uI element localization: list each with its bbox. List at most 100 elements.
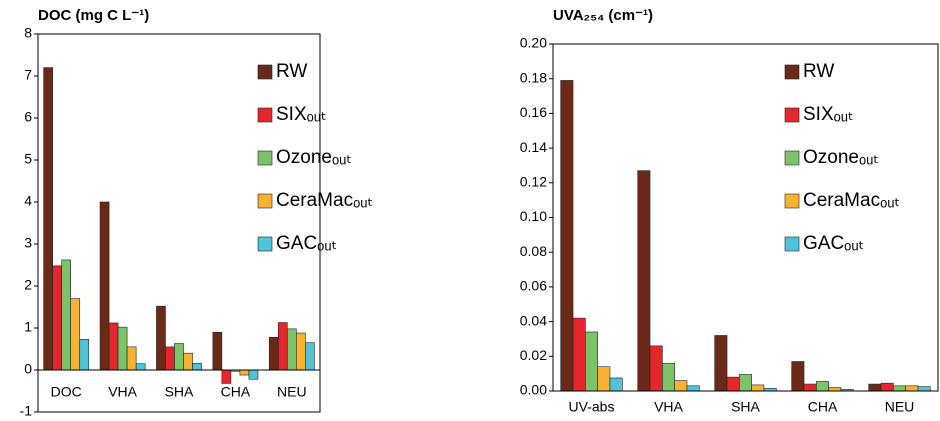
y-tick-label: 3 <box>24 235 32 251</box>
y-tick-label: 0.18 <box>520 69 547 85</box>
bar <box>686 385 700 392</box>
y-tick-label: 1 <box>24 319 32 335</box>
bar <box>714 335 728 392</box>
y-tick-label: 2 <box>24 277 32 293</box>
y-tick-label: 0.06 <box>520 278 547 294</box>
bar <box>905 385 919 392</box>
bar <box>560 80 574 392</box>
bar <box>174 343 184 371</box>
bar <box>52 265 62 371</box>
y-tick-label: 0.12 <box>520 174 547 190</box>
bar <box>239 369 250 376</box>
legend-label: SIXₒᵤₜ <box>276 104 327 125</box>
x-tick-label: NEU <box>277 384 307 400</box>
legend-swatch <box>257 107 273 123</box>
y-tick-label: 0 <box>24 361 32 377</box>
legend-label: GACₒᵤₜ <box>803 233 864 254</box>
bar <box>286 328 297 371</box>
bar <box>156 305 166 371</box>
x-tick-label: CHA <box>808 399 838 415</box>
y-tick-label: -1 <box>20 403 33 419</box>
y-tick-label: 0.00 <box>520 382 547 398</box>
bar <box>572 317 586 392</box>
bar <box>726 376 740 392</box>
bar <box>61 259 72 371</box>
bar <box>296 332 306 371</box>
bar <box>70 298 81 371</box>
bar <box>165 346 175 371</box>
bar <box>791 361 805 392</box>
y-tick-label: 7 <box>24 67 32 83</box>
bar <box>212 331 223 371</box>
bar <box>79 339 90 371</box>
bar <box>674 380 688 392</box>
plot-frame <box>552 43 939 392</box>
bar <box>135 363 146 371</box>
legend-swatch <box>784 64 800 80</box>
x-tick-label: VHA <box>108 384 137 400</box>
bar <box>739 374 752 392</box>
bar <box>828 387 842 392</box>
bar <box>880 382 894 392</box>
bar <box>816 381 829 392</box>
legend-label: CeraMacₒᵤₜ <box>276 190 373 211</box>
bar <box>43 67 53 371</box>
x-tick-label: VHA <box>654 399 683 415</box>
legend-label: Ozoneₒᵤₜ <box>803 147 879 168</box>
legend-swatch <box>257 150 273 166</box>
bar <box>305 342 315 371</box>
bar <box>192 362 202 371</box>
bar <box>803 383 817 392</box>
x-tick-label: NEU <box>885 399 915 415</box>
y-tick-label: 6 <box>24 109 32 125</box>
x-tick-label: UV-abs <box>569 399 615 415</box>
legend-label: RW <box>276 61 307 82</box>
x-tick-label: CHA <box>221 384 251 400</box>
x-tick-label: DOC <box>51 384 82 400</box>
legend-swatch <box>784 193 800 209</box>
y-tick-label: 4 <box>24 193 32 209</box>
legend-swatch <box>257 236 273 252</box>
bar <box>248 369 259 380</box>
chart-title: UVA₂₅₄ (cm⁻¹) <box>553 7 653 24</box>
chart-title: DOC (mg C L⁻¹) <box>38 7 149 24</box>
y-tick-label: 0.08 <box>520 243 547 259</box>
bar <box>662 362 675 392</box>
bar <box>183 352 193 371</box>
bar <box>597 366 611 392</box>
y-tick-label: 0.02 <box>520 347 547 363</box>
x-tick-label: SHA <box>731 399 760 415</box>
bar <box>609 377 623 392</box>
plot-frame <box>37 33 321 413</box>
legend-swatch <box>784 236 800 252</box>
bar <box>277 322 288 371</box>
legend-label: SIXₒᵤₜ <box>803 104 854 125</box>
legend-swatch <box>257 193 273 209</box>
y-tick-label: 0.10 <box>520 208 547 224</box>
legend-label: RW <box>803 61 834 82</box>
bar <box>126 346 137 371</box>
legend-swatch <box>784 107 800 123</box>
bar <box>268 336 279 371</box>
legend-swatch <box>257 64 273 80</box>
bar <box>99 201 110 371</box>
bar <box>751 384 765 392</box>
bar <box>108 322 119 371</box>
bar <box>585 331 598 392</box>
y-tick-label: 0.20 <box>520 35 547 51</box>
legend-label: Ozoneₒᵤₜ <box>276 147 352 168</box>
legend-label: CeraMacₒᵤₜ <box>803 190 900 211</box>
y-tick-label: 8 <box>24 25 32 41</box>
bar <box>117 326 128 371</box>
y-tick-label: 0.16 <box>520 104 547 120</box>
bar <box>221 369 232 384</box>
legend-label: GACₒᵤₜ <box>276 233 337 254</box>
bar <box>893 385 906 392</box>
y-tick-label: 5 <box>24 151 32 167</box>
x-tick-label: SHA <box>165 384 194 400</box>
y-tick-label: 0.14 <box>520 139 547 155</box>
legend-swatch <box>784 150 800 166</box>
bar <box>649 345 663 392</box>
bar <box>917 386 931 392</box>
